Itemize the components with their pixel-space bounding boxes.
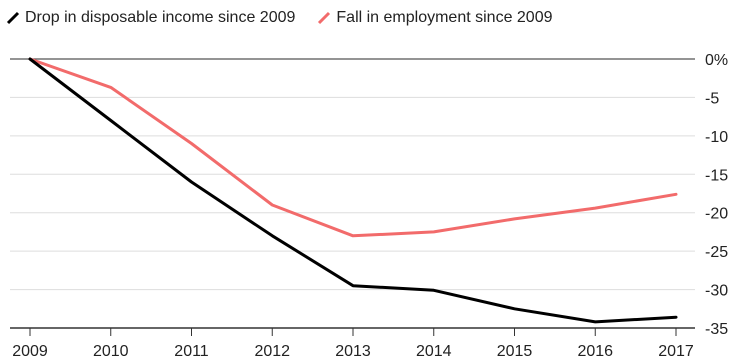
x-tick-label: 2009 (12, 343, 48, 360)
x-tick-label: 2016 (577, 343, 613, 360)
x-tick-label: 2011 (174, 343, 209, 360)
x-tick-label: 2017 (658, 343, 694, 360)
y-axis: 0% -5 -10 -15 -20 -25 -30 -35 (705, 52, 728, 338)
y-tick-label: 0% (705, 52, 728, 69)
x-tick-label: 2010 (93, 343, 129, 360)
legend-item-income: Drop in disposable income since 2009 (6, 9, 295, 27)
x-tick-label: 2015 (497, 343, 533, 360)
y-tick-label: -25 (705, 244, 728, 261)
y-tick-label: -30 (705, 283, 728, 300)
series-line-employment (28, 57, 678, 238)
y-tick-label: -35 (705, 321, 728, 338)
y-tick-label: -5 (705, 90, 719, 107)
y-tick-label: -10 (705, 129, 728, 146)
gridlines (10, 58, 695, 329)
x-tick-label: 2013 (335, 343, 371, 360)
legend-label-employment: Fall in employment since 2009 (336, 9, 553, 26)
chart-legend: Drop in disposable income since 2009 Fal… (6, 6, 553, 30)
legend-swatch-income (6, 11, 20, 25)
y-tick-label: -20 (705, 206, 728, 223)
legend-label-income: Drop in disposable income since 2009 (25, 9, 296, 26)
x-tick-label: 2012 (254, 343, 290, 360)
y-tick-label: -15 (705, 167, 728, 184)
series-lines (28, 57, 678, 324)
x-axis: 2009 2010 2011 2012 2013 2014 2015 2016 2017 (10, 327, 695, 360)
x-tick-label: 2014 (416, 343, 452, 360)
legend-item-employment: Fall in employment since 2009 (317, 9, 553, 27)
legend-swatch-employment (317, 11, 331, 25)
